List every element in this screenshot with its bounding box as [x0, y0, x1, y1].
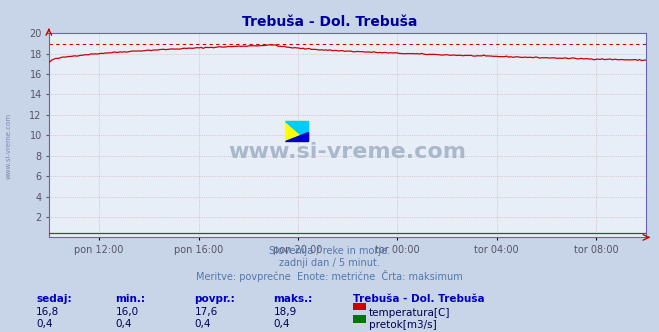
Text: Trebuša - Dol. Trebuša: Trebuša - Dol. Trebuša [242, 15, 417, 29]
Text: temperatura[C]: temperatura[C] [369, 308, 451, 318]
Text: 18,9: 18,9 [273, 307, 297, 317]
Text: 17,6: 17,6 [194, 307, 217, 317]
Text: 0,4: 0,4 [273, 319, 290, 329]
Text: 16,0: 16,0 [115, 307, 138, 317]
Text: maks.:: maks.: [273, 294, 313, 304]
Bar [285, 121, 308, 141]
Text: min.:: min.: [115, 294, 146, 304]
Text: Slovenija / reke in morje.: Slovenija / reke in morje. [269, 246, 390, 256]
Text: povpr.:: povpr.: [194, 294, 235, 304]
Text: 0,4: 0,4 [194, 319, 211, 329]
Text: 0,4: 0,4 [115, 319, 132, 329]
Text: sedaj:: sedaj: [36, 294, 72, 304]
Text: www.si-vreme.com: www.si-vreme.com [229, 142, 467, 162]
Text: 16,8: 16,8 [36, 307, 59, 317]
Text: www.si-vreme.com: www.si-vreme.com [5, 113, 12, 179]
Text: zadnji dan / 5 minut.: zadnji dan / 5 minut. [279, 258, 380, 268]
Text: Trebuša - Dol. Trebuša: Trebuša - Dol. Trebuša [353, 294, 484, 304]
Polygon shape [285, 132, 308, 141]
Text: Meritve: povprečne  Enote: metrične  Črta: maksimum: Meritve: povprečne Enote: metrične Črta:… [196, 270, 463, 282]
Text: pretok[m3/s]: pretok[m3/s] [369, 320, 437, 330]
Text: 0,4: 0,4 [36, 319, 53, 329]
Polygon shape [285, 121, 308, 141]
